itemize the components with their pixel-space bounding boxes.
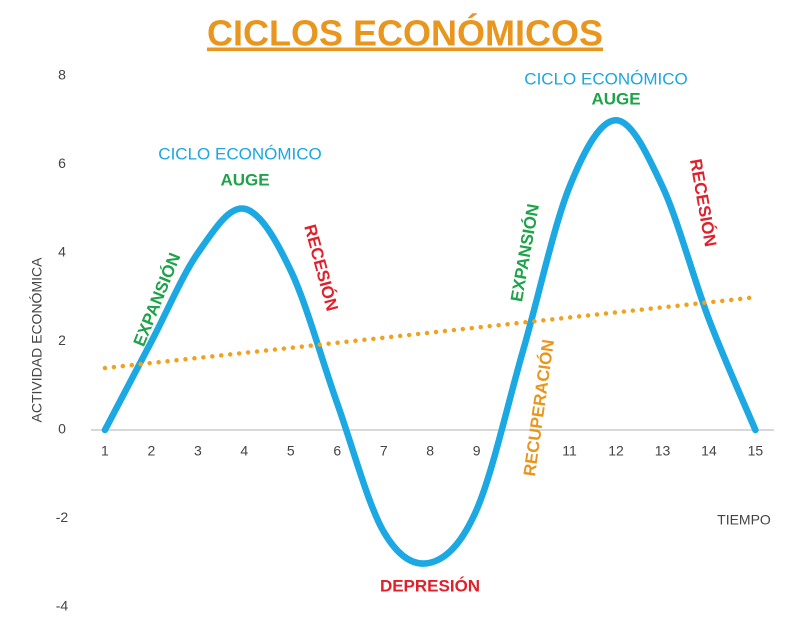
x-tick-label: 14 (701, 443, 717, 459)
y-tick-label: 0 (58, 421, 66, 437)
annotation: CICLO ECONÓMICO (524, 69, 687, 88)
x-tick-label: 9 (473, 443, 481, 459)
x-tick-label: 7 (380, 443, 388, 459)
y-axis-label: ACTIVIDAD ECONÓMICA (29, 257, 45, 423)
annotation: DEPRESIÓN (380, 576, 480, 595)
x-tick-label: 5 (287, 443, 295, 459)
x-tick-label: 12 (608, 443, 624, 459)
annotation: RECESIÓN (686, 157, 720, 248)
annotation: CICLO ECONÓMICO (158, 144, 321, 163)
y-tick-label: 2 (58, 332, 66, 348)
cycle-line (101, 117, 759, 567)
x-axis-label: TIEMPO (717, 512, 771, 528)
x-tick-label: 13 (655, 443, 671, 459)
x-tick-label: 4 (240, 443, 248, 459)
y-tick-label: 4 (58, 244, 66, 260)
trend-line (102, 295, 758, 371)
x-tick-label: 2 (148, 443, 156, 459)
x-tick-label: 8 (426, 443, 434, 459)
y-tick-label: 6 (58, 155, 66, 171)
annotation: RECUPERACIÓN (520, 338, 558, 477)
x-tick-label: 11 (562, 443, 577, 459)
annotation: RECESIÓN (300, 222, 341, 313)
annotation: AUGE (220, 170, 269, 189)
x-tick-label: 1 (101, 443, 109, 459)
annotation: AUGE (591, 89, 640, 108)
y-tick-label: 8 (58, 67, 66, 83)
y-tick-label: -2 (56, 509, 69, 525)
y-tick-label: -4 (56, 598, 69, 614)
chart-title: CICLOS ECONÓMICOS (207, 12, 603, 54)
x-tick-label: 15 (748, 443, 764, 459)
x-tick-label: 6 (333, 443, 341, 459)
x-tick-label: 3 (194, 443, 202, 459)
